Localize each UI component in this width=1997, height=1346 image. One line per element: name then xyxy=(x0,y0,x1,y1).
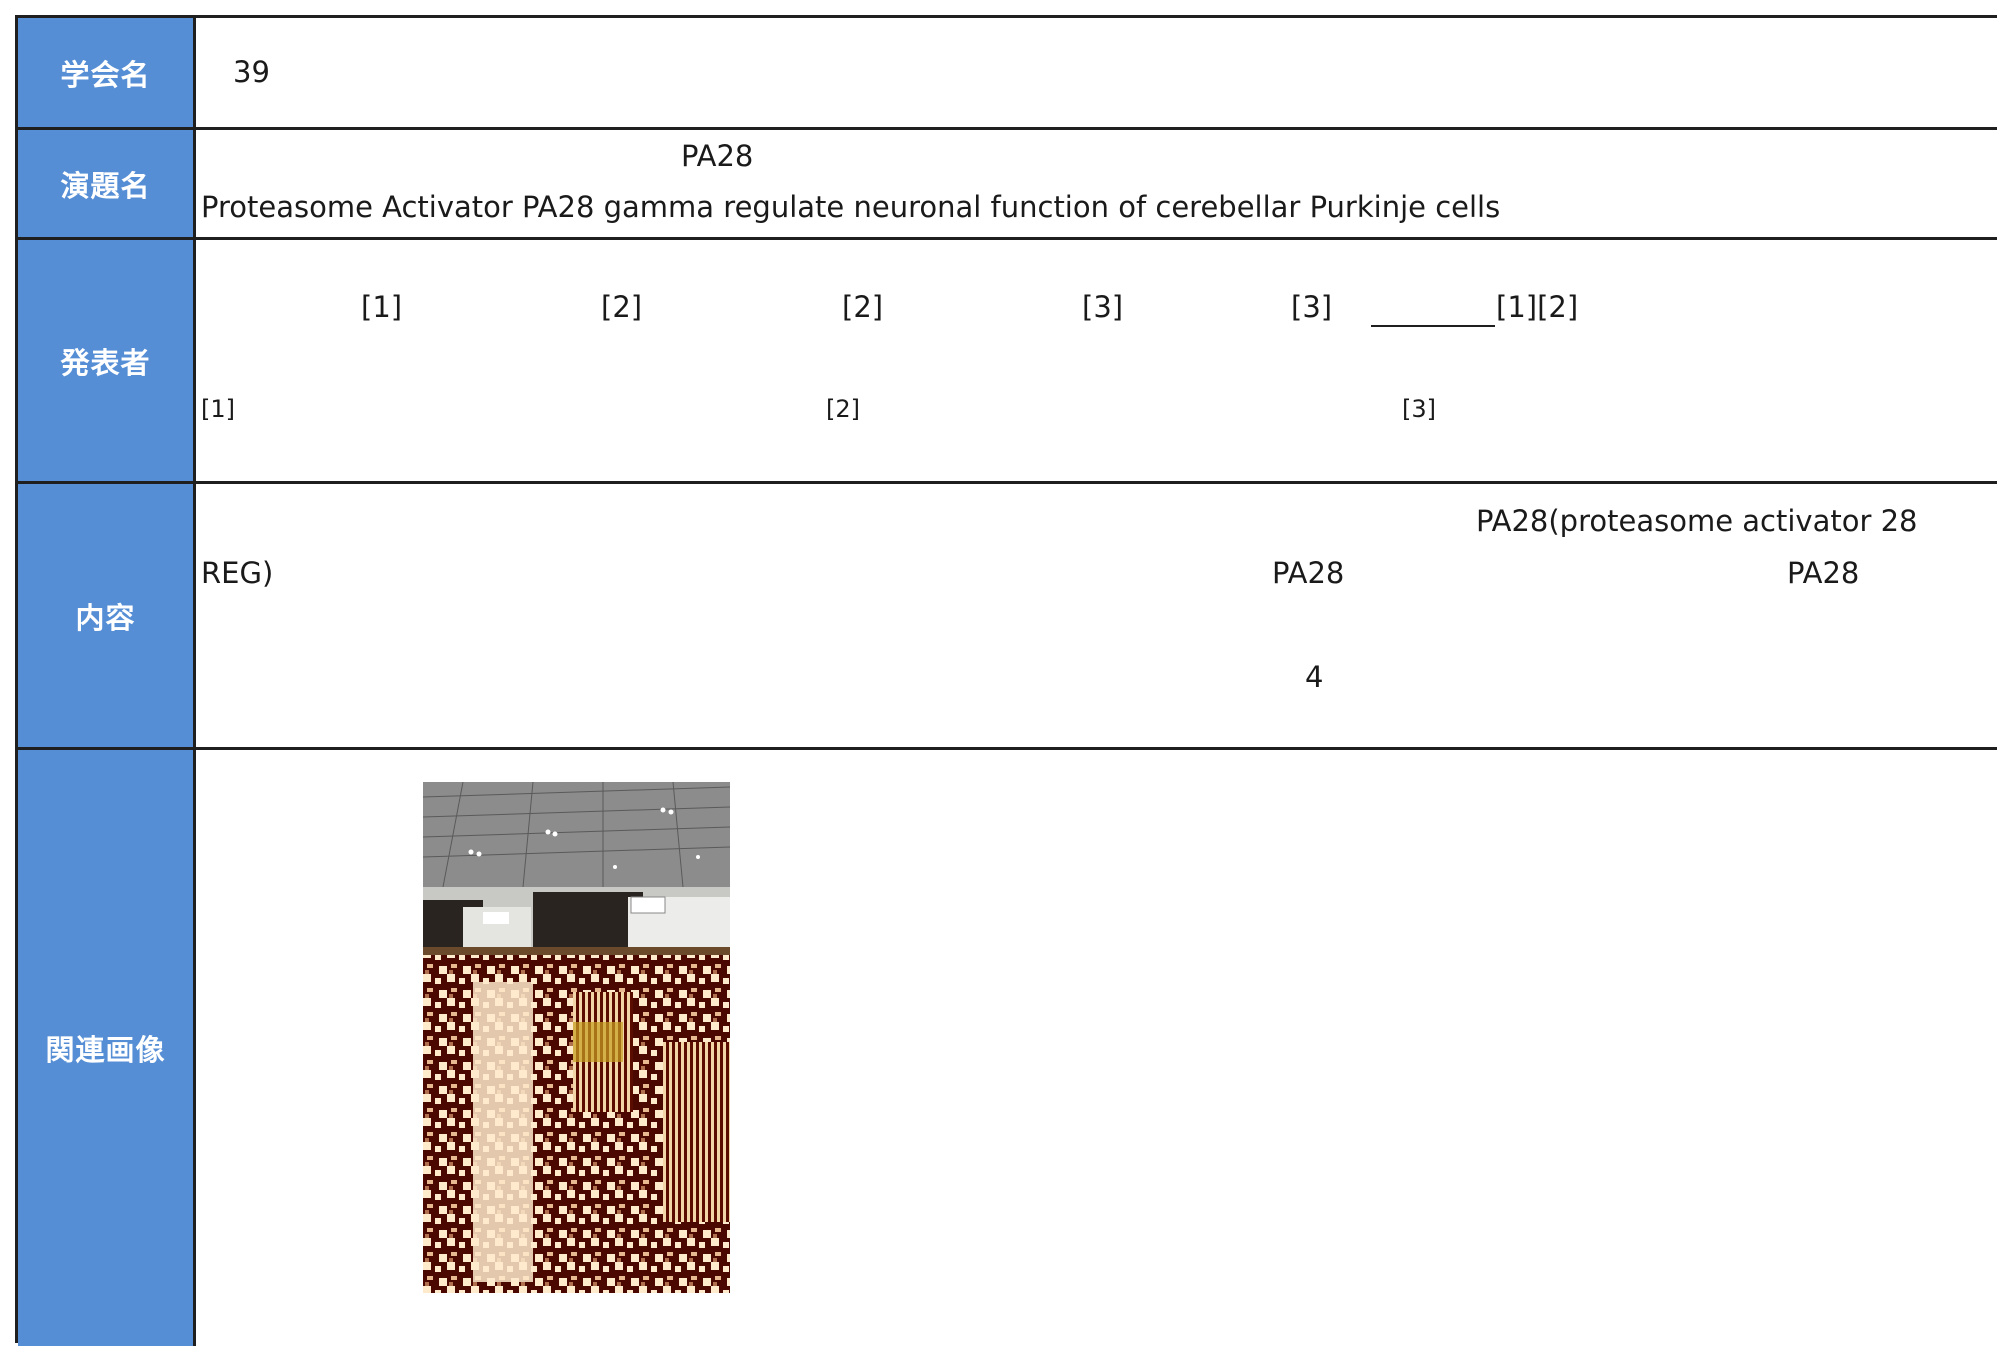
poster-session-photo[interactable] xyxy=(423,782,730,1293)
presenters-label: 発表者 xyxy=(18,240,196,481)
title-line-1: PA28 xyxy=(681,139,754,173)
photo-ceiling-lights xyxy=(468,807,700,869)
row-content: 内容 PA28(proteasome activator 28 REG) PA2… xyxy=(18,484,1997,750)
photo-corrupted-region xyxy=(473,982,533,1282)
images-cell xyxy=(196,750,1997,1346)
content-cell: PA28(proteasome activator 28 REG) PA28 P… xyxy=(196,484,1997,747)
conference-value: 39 xyxy=(233,55,270,89)
content-line-4: 4 xyxy=(1305,660,1324,694)
presenter-affil-mark: [3] xyxy=(1291,290,1333,324)
content-line-2-mid: PA28 xyxy=(1272,556,1345,590)
affiliation-mark: [1] xyxy=(201,395,235,423)
presenter-affil-mark: [2] xyxy=(842,290,884,324)
conference-cell: 39 xyxy=(196,18,1997,127)
row-presenters: 発表者 [1] [2] [2] [3] [3] [1][2] [1] [2] [… xyxy=(18,240,1997,484)
photo-board-number-0581 xyxy=(483,912,509,924)
photo-ceiling-truss xyxy=(423,782,730,888)
affiliation-mark: [3] xyxy=(1402,395,1436,423)
presenter-affil-mark: [1] xyxy=(361,290,403,324)
images-label: 関連画像 xyxy=(18,750,196,1346)
title-label: 演題名 xyxy=(18,130,196,237)
row-conference: 学会名 39 xyxy=(18,18,1997,130)
photo-board-number-0582 xyxy=(630,896,666,914)
row-images: 関連画像 xyxy=(18,750,1997,1346)
photo-corrupted-region xyxy=(573,1022,623,1062)
presenter-affil-mark: [3] xyxy=(1082,290,1124,324)
presenter-underline xyxy=(1371,325,1495,327)
content-label: 内容 xyxy=(18,484,196,747)
presenter-affil-mark: [1][2] xyxy=(1496,290,1579,324)
presenter-affil-mark: [2] xyxy=(601,290,643,324)
poster-session-photo-svg xyxy=(423,782,730,1293)
content-line-2-end: PA28 xyxy=(1787,556,1860,590)
conference-label: 学会名 xyxy=(18,18,196,127)
photo-corrupted-region xyxy=(663,1042,730,1222)
content-line-2-start: REG) xyxy=(201,556,274,590)
row-title: 演題名 PA28 Proteasome Activator PA28 gamma… xyxy=(18,130,1997,240)
title-cell: PA28 Proteasome Activator PA28 gamma reg… xyxy=(196,130,1997,237)
photo-corrupted-region xyxy=(423,947,730,955)
affiliation-mark: [2] xyxy=(826,395,860,423)
presenters-cell: [1] [2] [2] [3] [3] [1][2] [1] [2] [3] xyxy=(196,240,1997,481)
content-line-1-end: PA28(proteasome activator 28 xyxy=(1476,504,1918,538)
title-line-2: Proteasome Activator PA28 gamma regulate… xyxy=(201,190,1501,224)
photo-attendee-head xyxy=(533,892,643,947)
abstract-sheet: 学会名 39 演題名 PA28 Proteasome Activator PA2… xyxy=(15,15,1997,1346)
photo-ceiling xyxy=(423,782,730,887)
